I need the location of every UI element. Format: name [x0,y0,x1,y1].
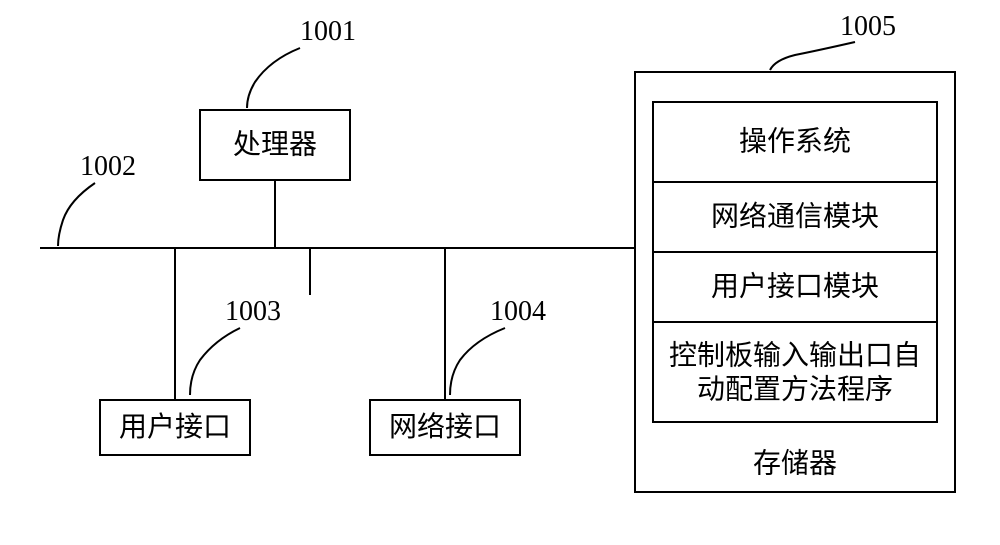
leader-1003 [190,328,240,395]
ref-1004: 1004 [490,296,546,327]
memory-row-3-label-line2: 动配置方法程序 [697,373,893,405]
ref-1005: 1005 [840,11,896,42]
memory-row-0-label: 操作系统 [739,125,851,157]
user_interface-label: 用户接口 [119,411,231,443]
processor-label: 处理器 [233,128,317,160]
ref-1001: 1001 [300,16,356,47]
ref-1002: 1002 [80,151,136,182]
net_interface-label: 网络接口 [389,411,501,443]
ref-1003: 1003 [225,296,281,327]
memory-row-3-label-line1: 控制板输入输出口自 [669,339,921,371]
memory-row-2-label: 用户接口模块 [711,270,879,302]
leader-1004 [450,328,505,395]
memory-label: 存储器 [753,447,837,479]
leader-1002 [58,183,95,246]
memory-row-1-label: 网络通信模块 [711,200,879,232]
leader-1001 [247,48,300,108]
leader-1005 [770,42,855,70]
memory-row-3 [653,322,937,422]
